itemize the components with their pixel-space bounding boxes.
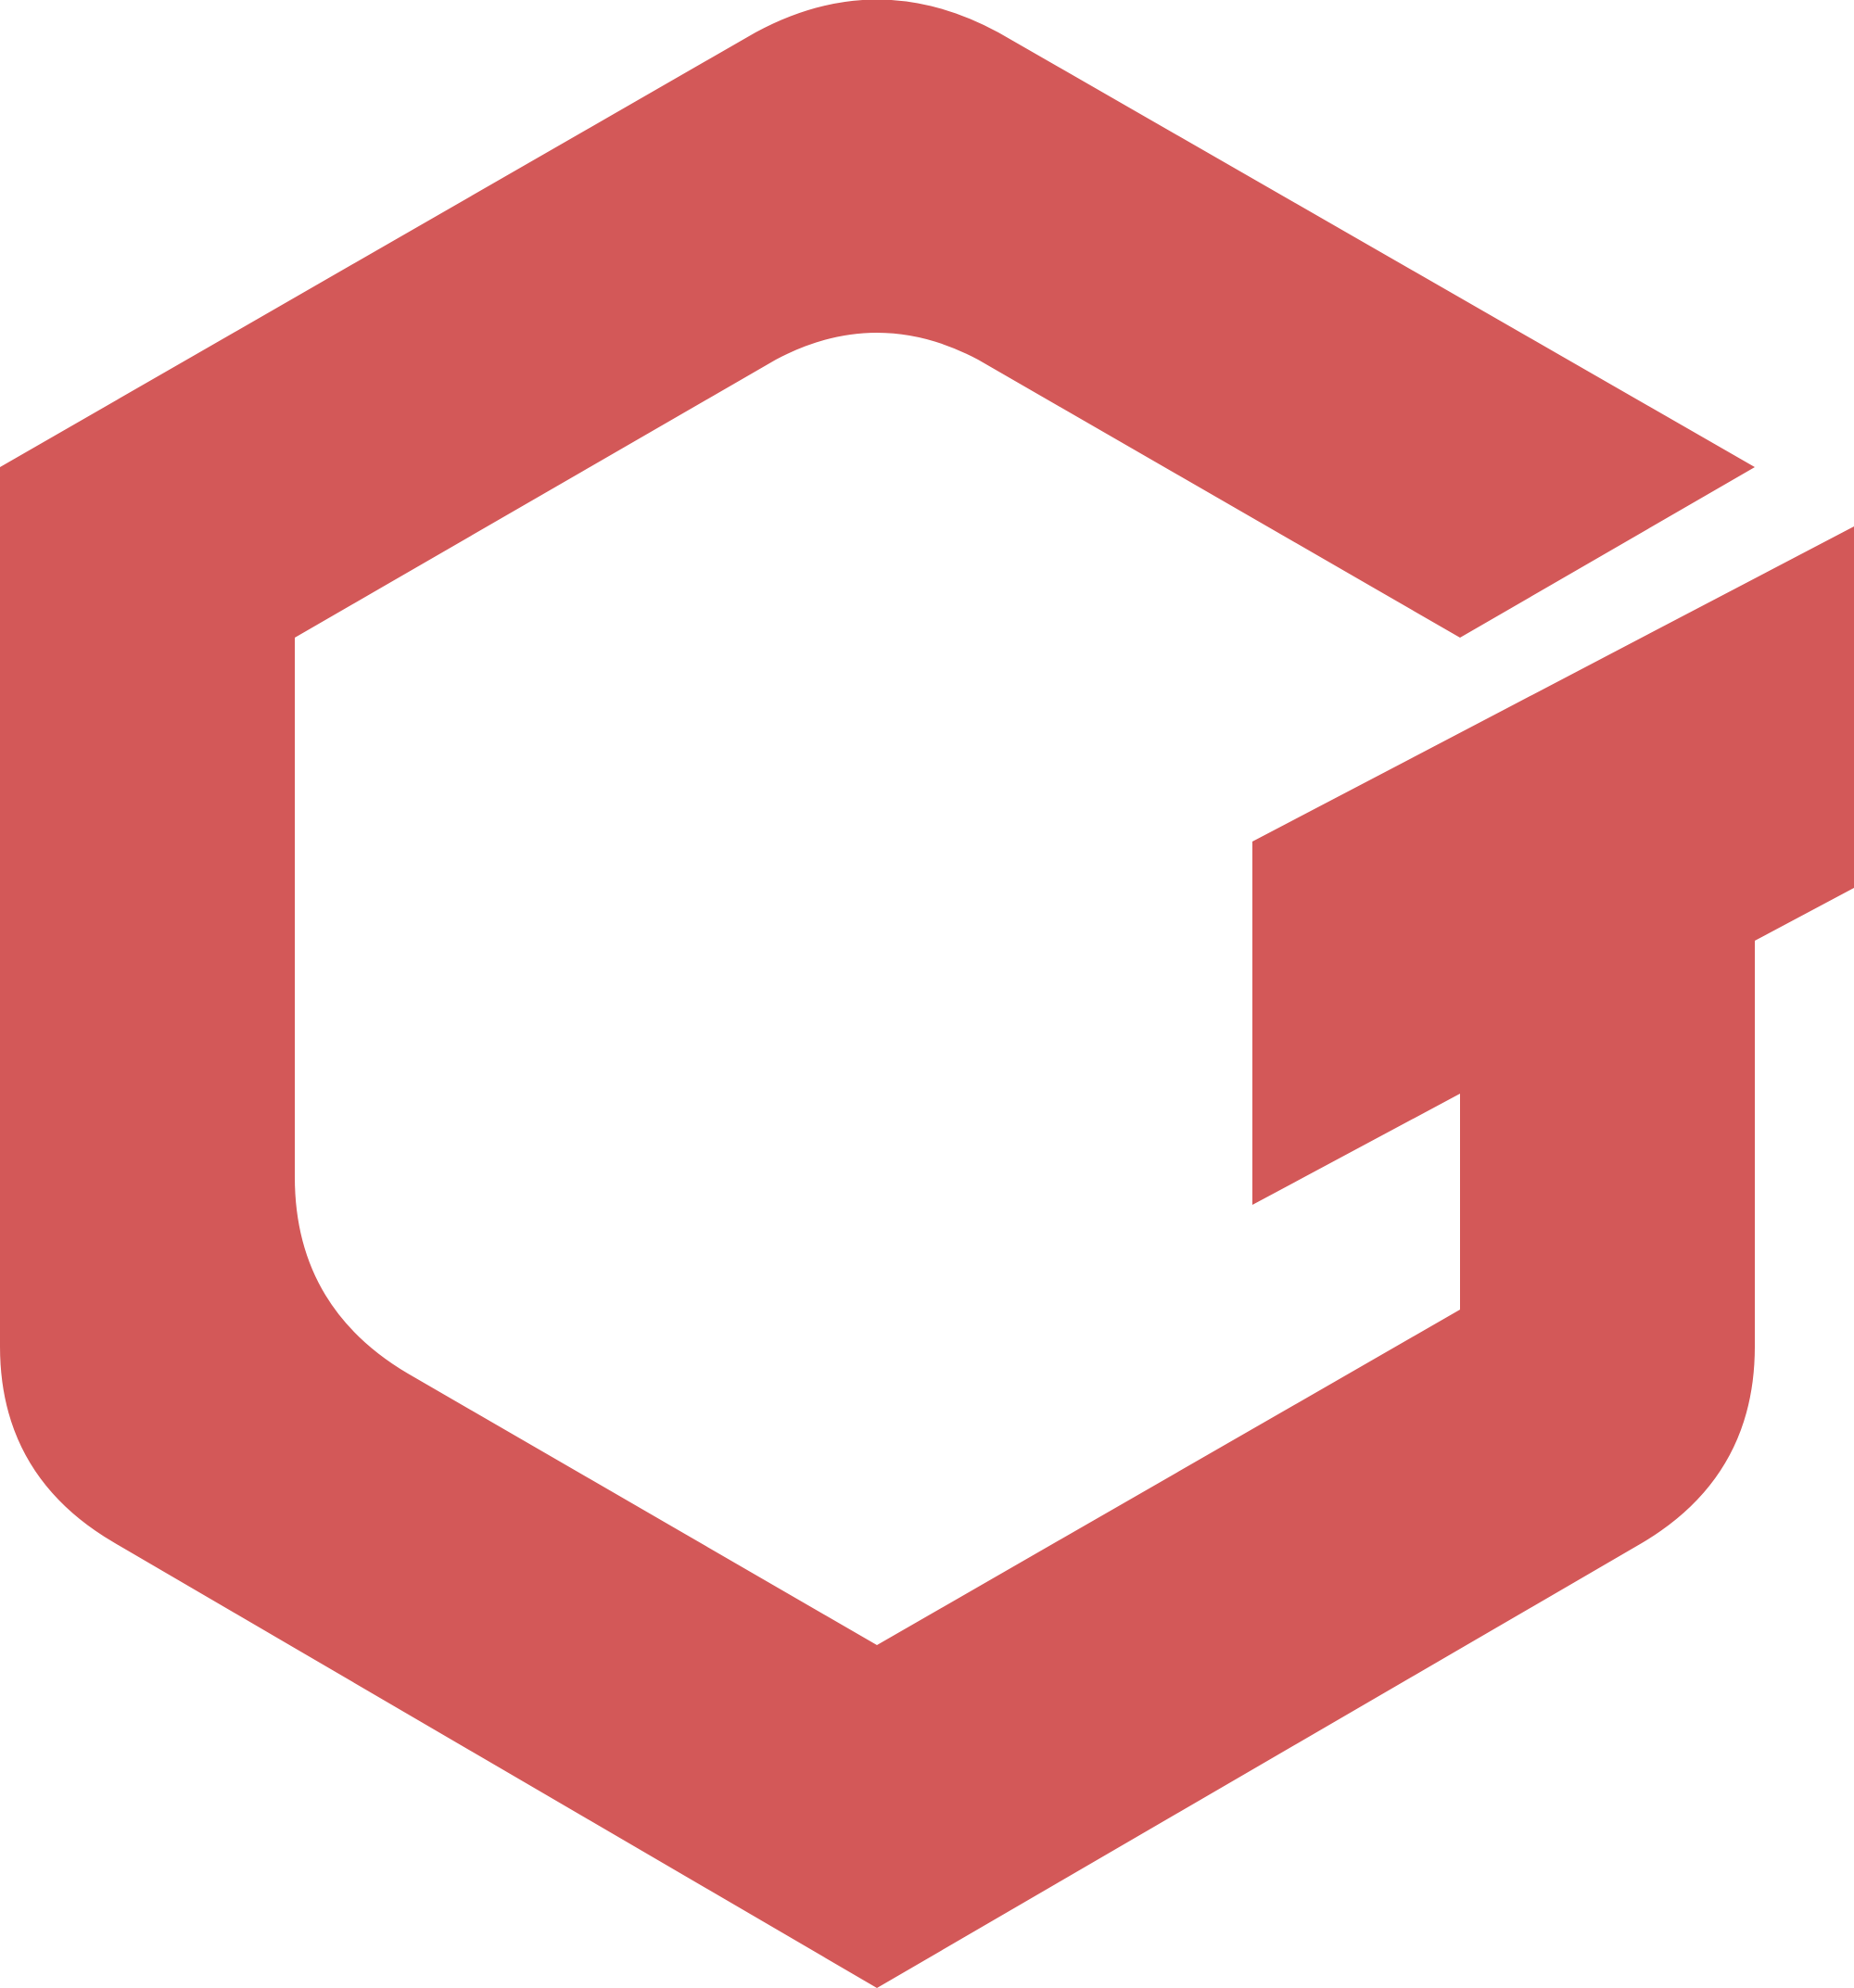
hexagonal-g-logo-icon	[0, 0, 1854, 1988]
logo-canvas	[0, 0, 1854, 1988]
logo-outer-shape	[0, 0, 1854, 1988]
